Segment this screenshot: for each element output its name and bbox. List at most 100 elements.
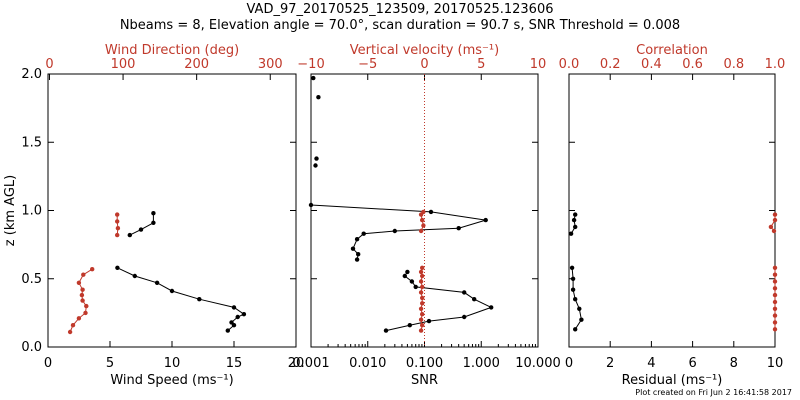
middle-panel-snr-high-point: [483, 217, 488, 223]
right-panel-bottom-tick-label: 8: [730, 356, 738, 371]
middle-panel-bottom-tick-label: 1.000: [463, 356, 500, 371]
middle-panel-snr-low-point: [407, 323, 412, 328]
left-panel-y-tick-label: 0.0: [21, 340, 42, 355]
left-panel-wind-speed-point: [197, 297, 202, 302]
left-panel-top-tick-label: 300: [258, 57, 283, 72]
left-panel-y-tick-label: 1.0: [21, 204, 42, 219]
right-panel-residual-low-point: [569, 265, 575, 270]
right-panel-residual-low-point: [570, 287, 576, 292]
middle-panel-vertical-velocity-low-point: [418, 290, 424, 295]
right-panel-bottom-axis-label: Residual (ms⁻¹): [622, 373, 723, 388]
middle-panel-snr-low-point: [413, 284, 418, 290]
middle-panel-snr-top-points-point: [313, 163, 318, 168]
left-panel-y-tick-label: 0.5: [21, 272, 42, 287]
middle-panel-vertical-velocity-low-point: [418, 317, 424, 322]
middle-panel-vertical-velocity-low-point: [420, 312, 425, 317]
left-panel-wind-direction-point: [80, 287, 85, 292]
left-panel-wind-direction-upper-point: [115, 219, 120, 224]
middle-panel-vertical-velocity-low-point: [418, 328, 424, 333]
right-panel-top-axis-label: Correlation: [636, 43, 708, 58]
right-panel-top-tick-label: 0.6: [682, 57, 703, 72]
middle-panel-snr-low-point: [426, 318, 432, 324]
left-panel-wind-speed-upper-line: [129, 213, 154, 236]
middle-panel-bottom-tick-label: 0.010: [349, 356, 386, 371]
right-panel-correlation-low-point: [772, 320, 778, 325]
right-panel-residual-low-point: [579, 317, 584, 322]
left-panel-wind-speed-point: [231, 323, 237, 328]
middle-panel-snr-low-point: [462, 314, 467, 320]
middle-panel-snr-top-points-point: [311, 75, 316, 81]
right-panel-correlation-low-point: [772, 327, 778, 332]
right-panel-correlation-low-point: [772, 286, 778, 291]
right-panel-bottom-tick-label: 0: [565, 356, 573, 371]
middle-panel-snr-high-point: [392, 228, 397, 234]
middle-panel-snr-high-point: [456, 226, 461, 231]
middle-panel-vertical-velocity-low-point: [418, 306, 424, 311]
right-panel-correlation-high-point: [768, 224, 774, 230]
middle-panel-snr-high-point: [356, 252, 361, 257]
right-panel-residual-high-point: [573, 212, 578, 217]
left-panel-top-tick-label: 0: [45, 57, 53, 72]
middle-panel-bottom-axis-label: SNR: [411, 373, 438, 388]
left-panel-top-tick-label: 200: [184, 57, 209, 72]
middle-panel-vertical-velocity-high-point: [420, 217, 425, 223]
right-panel-correlation-high-line: [770, 214, 776, 232]
left-panel-wind-direction-point: [67, 329, 73, 335]
left-panel-wind-direction-point: [84, 303, 89, 309]
left-panel-wind-direction-point: [81, 272, 86, 277]
middle-panel-snr-high-line: [310, 204, 486, 260]
right-panel-top-tick-label: 1.0: [765, 57, 786, 72]
middle-panel-vertical-velocity-low-point: [420, 301, 425, 306]
middle-panel-vertical-velocity-low-point: [420, 273, 425, 279]
middle-panel-snr-top-points-point: [316, 95, 321, 100]
middle-panel-vertical-velocity-low-point: [420, 284, 425, 290]
middle-panel-top-tick-label: −10: [297, 57, 324, 72]
left-panel-wind-speed-point: [229, 320, 234, 325]
middle-panel-snr-high-point: [428, 209, 434, 215]
chart-title-line1: VAD_97_20170525_123509, 20170525.123606: [246, 2, 554, 17]
left-panel-bottom-tick-label: 0: [44, 356, 52, 371]
right-panel-correlation-low-point: [772, 279, 778, 284]
left-panel-bottom-tick-label: 15: [226, 356, 243, 371]
middle-panel-top-axis-label: Vertical velocity (ms⁻¹): [350, 43, 499, 58]
middle-panel-snr-low-point: [462, 290, 467, 295]
middle-panel-vertical-velocity-low-point: [420, 265, 425, 270]
left-panel-wind-direction-point: [79, 292, 85, 298]
left-panel-wind-direction-upper-point: [115, 232, 120, 238]
left-panel-wind-direction-upper-line: [116, 214, 119, 236]
middle-panel-snr-low-point: [402, 273, 407, 279]
middle-panel-vertical-velocity-high-point: [421, 209, 426, 215]
right-panel-correlation-low-point: [772, 299, 778, 305]
right-panel-top-tick-label: 0.2: [600, 57, 621, 72]
left-panel-wind-speed-point: [154, 280, 160, 285]
right-panel-residual-low-point: [577, 306, 582, 311]
left-panel-wind-direction-point: [76, 316, 82, 321]
right-panel-top-tick-label: 0.0: [559, 57, 580, 72]
left-panel-bottom-tick-label: 10: [164, 356, 181, 371]
right-panel-top-tick-label: 0.4: [641, 57, 662, 72]
left-panel-wind-speed-point: [115, 265, 120, 270]
right-panel-correlation-low-point: [772, 313, 778, 318]
right-panel-correlation-high-point: [772, 217, 778, 223]
left-panel-wind-direction-point: [83, 310, 88, 316]
right-panel-bottom-tick-label: 2: [606, 356, 614, 371]
right-panel-top-tick-label: 0.8: [723, 57, 744, 72]
left-panel-wind-speed-upper-point: [151, 211, 156, 216]
middle-panel-snr-high-point: [361, 231, 366, 236]
middle-panel-snr-top-points-point: [314, 156, 319, 161]
right-panel-frame: [568, 73, 776, 348]
middle-panel-snr-low-line: [385, 271, 493, 332]
middle-panel-vertical-velocity-high-point: [421, 223, 426, 228]
right-panel-residual-low-point: [570, 276, 576, 281]
right-panel-bottom-tick-label: 6: [688, 356, 696, 371]
left-panel-bottom-axis-label: Wind Speed (ms⁻¹): [110, 373, 233, 388]
left-panel-wind-speed-upper-point: [138, 227, 144, 232]
left-panel-wind-direction-point: [90, 267, 95, 272]
left-panel-wind-speed-upper-point: [127, 232, 132, 238]
left-panel-wind-speed-point: [241, 312, 247, 317]
left-panel-wind-speed-upper-point: [151, 220, 156, 225]
left-panel-wind-speed-point: [235, 314, 240, 320]
right-panel-correlation-high-point: [772, 212, 778, 217]
left-panel-y-tick-label: 2.0: [21, 67, 42, 82]
